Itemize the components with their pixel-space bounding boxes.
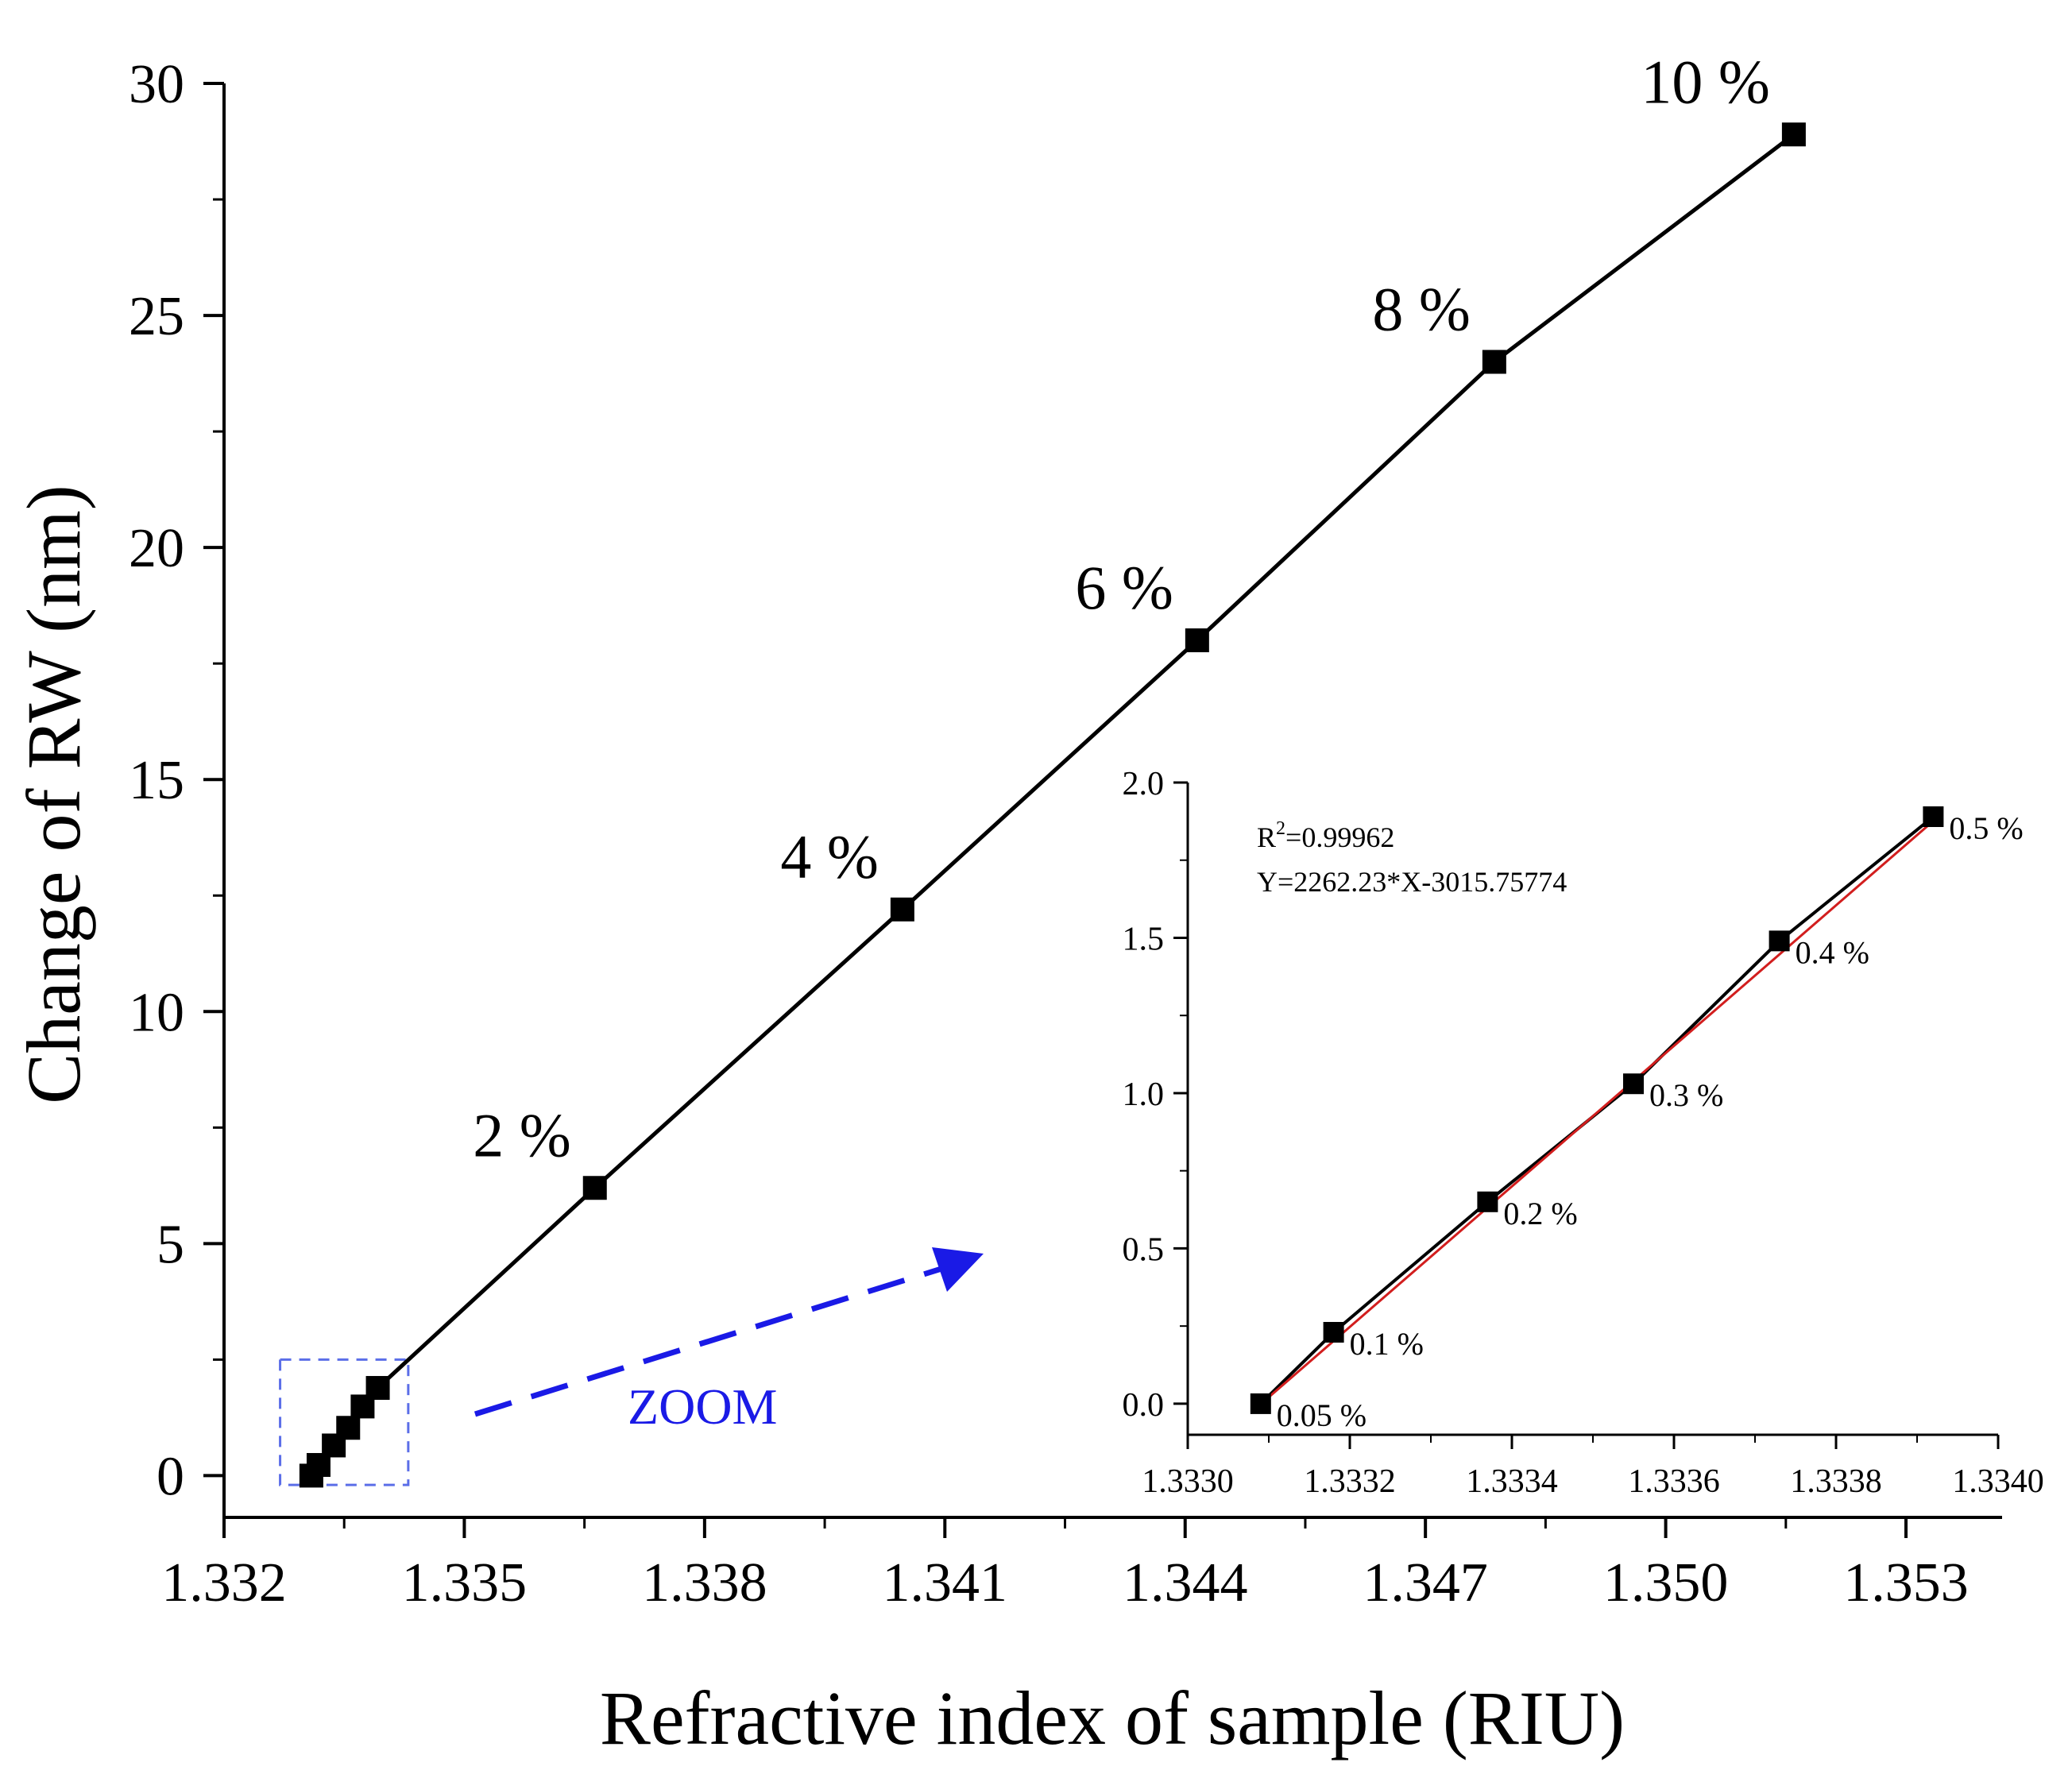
inset-x-tick-label: 1.3338 bbox=[1790, 1463, 1882, 1500]
inset-data-point bbox=[1323, 1321, 1344, 1343]
main-data-point bbox=[582, 1176, 607, 1200]
inset-chart: 1.3330 1.3332 1.3334 1.3336 1.3338 1.3340 0.0… bbox=[1123, 766, 2044, 1500]
zoom-arrow bbox=[474, 1247, 984, 1417]
inset-r2-annotation: R2=0.99962 bbox=[1257, 818, 1394, 853]
inset-fit-line bbox=[1259, 820, 1935, 1405]
main-x-tick-label: 1.344 bbox=[1123, 1552, 1248, 1614]
main-x-tick-label: 1.332 bbox=[161, 1552, 287, 1614]
main-x-ticks: 1.332 1.335 1.338 1.341 1.344 1.347 1.350 1.353 bbox=[161, 1517, 1969, 1614]
inset-fit-equation: Y=2262.23*X-3015.75774 bbox=[1257, 866, 1567, 898]
main-data-point bbox=[1781, 122, 1806, 147]
main-point-labels: 2 % 4 % 6 % 8 % 10 % bbox=[473, 47, 1770, 1169]
main-y-tick-label: 30 bbox=[129, 54, 184, 115]
inset-x-tick-label: 1.3330 bbox=[1142, 1463, 1234, 1500]
inset-y-ticks: 0.0 0.5 1.0 1.5 2.0 bbox=[1123, 766, 1188, 1424]
main-point-label: 2 % bbox=[473, 1100, 570, 1169]
inset-y-tick-label: 2.0 bbox=[1123, 766, 1165, 802]
main-point-label: 10 % bbox=[1641, 47, 1769, 116]
inset-x-tick-label: 1.3332 bbox=[1304, 1463, 1396, 1500]
inset-y-tick-label: 0.5 bbox=[1123, 1231, 1165, 1268]
main-point-label: 6 % bbox=[1075, 553, 1173, 622]
main-y-tick-label: 0 bbox=[157, 1446, 184, 1507]
inset-data-point bbox=[1623, 1073, 1644, 1095]
inset-point-label: 0.1 % bbox=[1350, 1326, 1424, 1362]
inset-series-points bbox=[1250, 806, 1944, 1414]
main-data-point bbox=[365, 1376, 390, 1401]
inset-point-label: 0.5 % bbox=[1949, 810, 2023, 846]
inset-point-label: 0.2 % bbox=[1503, 1196, 1577, 1231]
main-y-ticks: 0 5 10 15 20 25 30 bbox=[129, 54, 224, 1507]
inset-point-label: 0.3 % bbox=[1649, 1077, 1723, 1113]
main-y-tick-label: 5 bbox=[157, 1214, 184, 1275]
inset-x-tick-label: 1.3340 bbox=[1952, 1463, 2044, 1500]
main-x-tick-label: 1.341 bbox=[883, 1552, 1008, 1614]
main-data-point bbox=[336, 1416, 361, 1440]
inset-x-tick-label: 1.3336 bbox=[1628, 1463, 1720, 1500]
inset-point-label: 0.4 % bbox=[1796, 934, 1869, 970]
main-data-point bbox=[1482, 350, 1506, 374]
main-x-tick-label: 1.347 bbox=[1363, 1552, 1488, 1614]
inset-x-tick-label: 1.3334 bbox=[1466, 1463, 1558, 1500]
main-x-tick-label: 1.338 bbox=[642, 1552, 767, 1614]
main-x-tick-label: 1.335 bbox=[402, 1552, 528, 1614]
main-series-points bbox=[299, 122, 1806, 1488]
inset-y-tick-label: 1.5 bbox=[1123, 921, 1165, 957]
zoom-label: ZOOM bbox=[628, 1378, 777, 1435]
main-y-tick-label: 15 bbox=[129, 750, 184, 811]
zoom-arrow-head bbox=[932, 1247, 984, 1292]
inset-point-labels: 0.05 % 0.1 % 0.2 % 0.3 % 0.4 % 0.5 % bbox=[1277, 810, 2024, 1433]
main-point-label: 4 % bbox=[780, 822, 878, 891]
main-y-axis-title: Change of RW (nm) bbox=[11, 485, 96, 1103]
zoom-box bbox=[279, 1358, 410, 1486]
main-data-point bbox=[1185, 628, 1209, 652]
main-data-point bbox=[890, 897, 914, 922]
main-y-tick-label: 10 bbox=[129, 982, 184, 1043]
inset-data-point bbox=[1923, 806, 1944, 828]
inset-point-label: 0.05 % bbox=[1277, 1397, 1367, 1433]
main-x-tick-label: 1.353 bbox=[1843, 1552, 1969, 1614]
main-point-label: 8 % bbox=[1372, 274, 1470, 343]
main-y-tick-label: 20 bbox=[129, 518, 184, 579]
inset-x-ticks: 1.3330 1.3332 1.3334 1.3336 1.3338 1.3340 bbox=[1142, 1435, 2044, 1500]
inset-background bbox=[1184, 779, 2002, 1432]
main-x-tick-label: 1.350 bbox=[1603, 1552, 1729, 1614]
inset-data-point bbox=[1250, 1393, 1271, 1414]
inset-data-point bbox=[1477, 1191, 1498, 1212]
inset-data-point bbox=[1769, 930, 1790, 952]
main-x-axis-title: Refractive index of sample (RIU) bbox=[600, 1675, 1625, 1760]
inset-y-tick-label: 1.0 bbox=[1123, 1076, 1165, 1113]
main-axes bbox=[222, 83, 2002, 1519]
zoom-arrow-line bbox=[474, 1266, 943, 1417]
inset-y-tick-label: 0.0 bbox=[1123, 1387, 1165, 1424]
main-y-tick-label: 25 bbox=[129, 286, 184, 347]
